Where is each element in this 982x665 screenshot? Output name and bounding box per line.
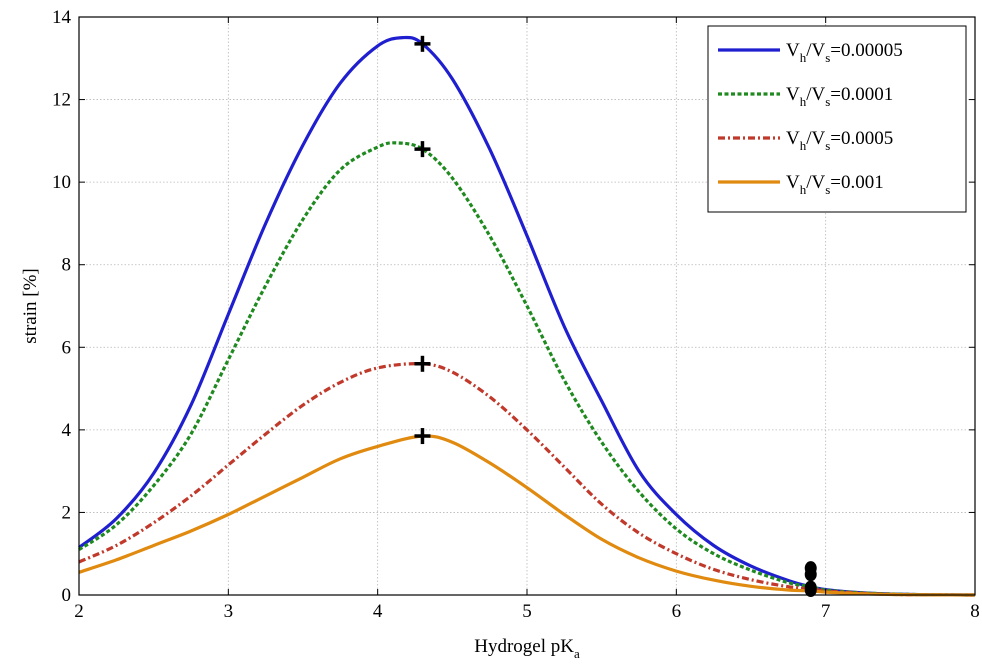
dot-marker [804, 567, 817, 582]
x-tick-label: 6 [672, 601, 682, 622]
series-line-3 [78, 362, 976, 597]
plus-marker [414, 141, 431, 158]
legend-label-1: Vh/Vs=0.00005 [786, 40, 903, 65]
x-tick-label: 5 [522, 601, 532, 622]
x-tick-label: 2 [74, 601, 84, 622]
series-line-4 [78, 434, 976, 597]
y-tick-label: 12 [52, 90, 71, 111]
y-tick-label: 4 [62, 420, 72, 441]
x-tick-label: 8 [970, 601, 980, 622]
legend-label-4: Vh/Vs=0.001 [786, 172, 884, 197]
y-tick-label: 10 [52, 172, 71, 193]
x-tick-label: 3 [224, 601, 234, 622]
plus-marker [414, 35, 431, 52]
plus-marker [414, 355, 431, 372]
x-tick-label: 7 [821, 601, 831, 622]
legend-label-2: Vh/Vs=0.0001 [786, 84, 893, 109]
dot-marker [804, 583, 817, 598]
y-axis-label: strain [%] [20, 268, 41, 343]
x-tick-label: 4 [373, 601, 383, 622]
y-tick-label: 8 [62, 255, 72, 276]
marker-layer [414, 35, 817, 598]
plus-marker [414, 428, 431, 445]
y-tick-label: 6 [62, 337, 72, 358]
y-tick-label: 0 [62, 585, 72, 606]
x-axis-label: Hydrogel pKa [474, 636, 580, 661]
legend-label-3: Vh/Vs=0.0005 [786, 128, 893, 153]
legend: Vh/Vs=0.00005 Vh/Vs=0.0001 Vh/Vs=0.0005 Vh/… [707, 25, 967, 213]
y-tick-label: 14 [52, 7, 72, 28]
y-tick-label: 2 [62, 502, 72, 523]
